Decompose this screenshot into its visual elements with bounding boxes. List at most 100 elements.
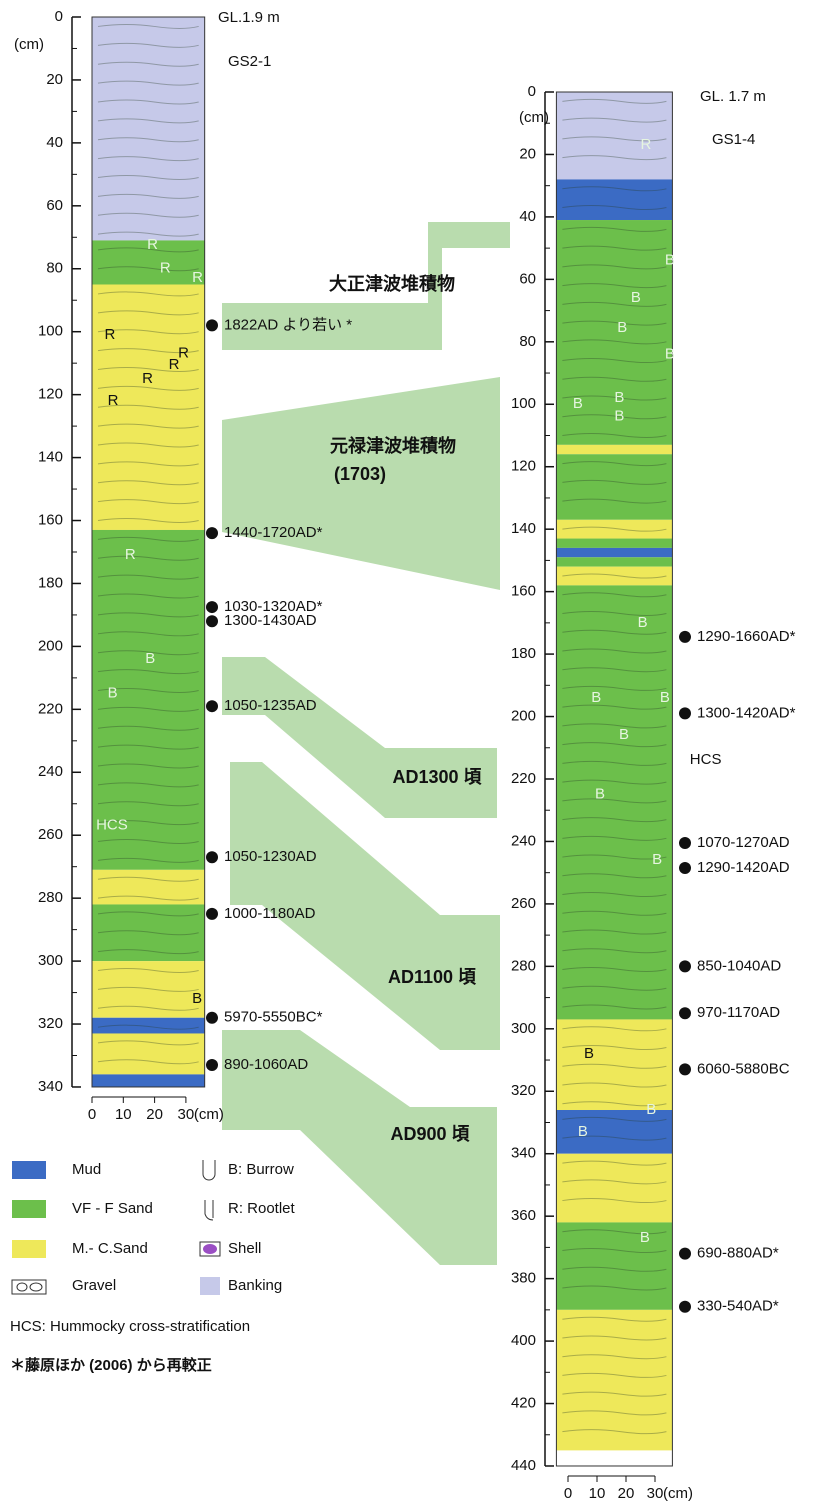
layer [556, 567, 672, 586]
layer [556, 92, 672, 179]
width-unit: (cm) [663, 1485, 693, 1502]
column-label: B [640, 1229, 650, 1246]
legend-label: M.- C.Sand [72, 1240, 148, 1257]
layer [556, 1222, 672, 1309]
depth-tick-label: 140 [511, 520, 536, 537]
date-label: 690-880AD* [697, 1245, 779, 1262]
date-dot [679, 707, 691, 719]
column-label: R [641, 136, 652, 153]
note: ＊藤原ほか (2006) から再較正 [10, 1356, 212, 1374]
band-label: 元禄津波堆積物 [330, 435, 456, 456]
legend-label: B: Burrow [228, 1161, 294, 1178]
depth-tick-label: 300 [38, 952, 63, 969]
width-tick-label: 10 [115, 1106, 132, 1123]
column-label: B [638, 614, 648, 631]
date-dot [679, 1063, 691, 1075]
date-dot [679, 631, 691, 643]
column-label: B [660, 689, 670, 706]
depth-tick-label: 80 [519, 333, 536, 350]
shell-icon [203, 1244, 217, 1254]
width-tick-label: 0 [564, 1485, 572, 1502]
layer [556, 445, 672, 454]
column-label: B [646, 1101, 656, 1118]
layer [556, 454, 672, 520]
layer [92, 1074, 205, 1087]
layer [92, 17, 205, 240]
depth-tick-label: 120 [38, 386, 63, 403]
date-label: 1300-1420AD* [697, 704, 796, 721]
column-label: R [125, 546, 136, 563]
date-label: 1050-1235AD [224, 697, 317, 714]
width-tick-label: 0 [88, 1106, 96, 1123]
gravel-icon [12, 1280, 46, 1294]
date-dot [206, 615, 218, 627]
depth-tick-label: 200 [38, 637, 63, 654]
column-label: B [652, 851, 662, 868]
date-label: 5970-5550BC* [224, 1009, 323, 1026]
date-label: 1822AD より若い * [224, 316, 352, 333]
column-label: R [169, 356, 180, 373]
core-name: GS2-1 [228, 53, 271, 70]
layer [92, 1033, 205, 1074]
column-label: B [595, 786, 605, 803]
band-label: 大正津波堆積物 [329, 273, 455, 294]
column-label: HCS [96, 817, 128, 834]
depth-tick-label: 400 [511, 1332, 536, 1349]
rootlet-icon [205, 1200, 213, 1220]
date-dot [679, 960, 691, 972]
depth-tick-label: 300 [511, 1020, 536, 1037]
legend-swatch [12, 1200, 46, 1218]
depth-tick-label: 340 [511, 1145, 536, 1162]
date-label: 970-1170AD [697, 1004, 780, 1021]
date-label: 1290-1660AD* [697, 628, 796, 645]
column-label: R [192, 269, 203, 286]
legend-label: Shell [228, 1240, 261, 1257]
depth-tick-label: 240 [511, 832, 536, 849]
column-label: B [665, 345, 675, 362]
legend-label: R: Rootlet [228, 1200, 296, 1217]
depth-tick-label: 180 [38, 574, 63, 591]
column-label: B [192, 990, 202, 1007]
date-label: 1050-1230AD [224, 848, 317, 865]
width-tick-label: 20 [146, 1106, 163, 1123]
layer [556, 539, 672, 548]
column-label: B [573, 395, 583, 412]
date-label: 1290-1420AD [697, 859, 790, 876]
date-label: 1300-1430AD [224, 612, 317, 629]
column-label: B [584, 1045, 594, 1062]
date-label: 890-1060AD [224, 1056, 308, 1073]
depth-tick-label: 40 [519, 208, 536, 225]
depth-tick-label: 20 [46, 71, 63, 88]
depth-tick-label: 280 [511, 957, 536, 974]
depth-tick-label: 260 [38, 826, 63, 843]
band-label: AD1100 頃 [388, 967, 477, 987]
column-label: B [591, 689, 601, 706]
date-dot [206, 1059, 218, 1071]
depth-tick-label: 360 [511, 1207, 536, 1224]
depth-tick-label: 160 [511, 583, 536, 600]
column-label: B [108, 685, 118, 702]
layer [556, 520, 672, 539]
column-label: B [145, 650, 155, 667]
width-tick-label: 20 [618, 1485, 635, 1502]
column-label: B [665, 252, 675, 269]
layer [556, 179, 672, 220]
width-unit: (cm) [194, 1106, 224, 1123]
column-label: R [147, 236, 158, 253]
legend-label: Banking [228, 1277, 282, 1294]
ground-level: GL.1.9 m [218, 9, 280, 26]
depth-tick-label: 140 [38, 449, 63, 466]
date-dot [206, 700, 218, 712]
layer [556, 1154, 672, 1223]
depth-tick-label: 340 [38, 1078, 63, 1095]
date-label: 6060-5880BC [697, 1060, 790, 1077]
depth-tick-label: 0 [528, 83, 536, 100]
depth-unit: (cm) [519, 109, 549, 126]
column-label: B [617, 319, 627, 336]
depth-tick-label: 160 [38, 511, 63, 528]
column-label: R [160, 260, 171, 277]
column-label: R [142, 370, 153, 387]
legend-swatch [12, 1240, 46, 1258]
depth-tick-label: 40 [46, 134, 63, 151]
legend-label: Gravel [72, 1277, 116, 1294]
